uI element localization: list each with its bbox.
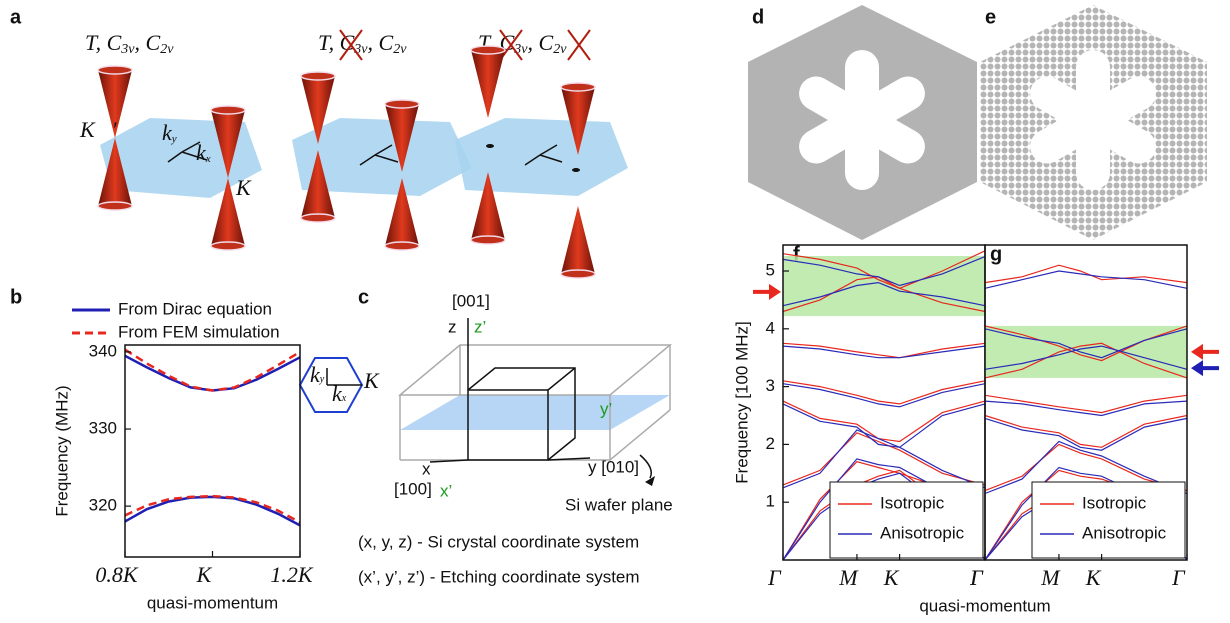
axis-label: z’ bbox=[474, 317, 486, 336]
y-tick-label: 340 bbox=[89, 341, 117, 360]
plot-frame bbox=[125, 345, 300, 557]
band-line bbox=[985, 265, 1187, 282]
axis-label: y’ bbox=[600, 399, 612, 418]
x-tick-label: K⃗ bbox=[1085, 565, 1118, 590]
y-tick-label: 5 bbox=[766, 260, 775, 279]
legend-label: Anisotropic bbox=[880, 523, 965, 542]
band-line bbox=[985, 416, 1187, 448]
x-tick-label: Γ⃗ bbox=[1171, 565, 1202, 590]
symmetry-label: T, C3v, C2v bbox=[318, 30, 407, 57]
gap-arrow bbox=[1191, 360, 1219, 376]
band-line bbox=[783, 381, 985, 404]
dispersion-line bbox=[125, 496, 300, 522]
band-line bbox=[783, 430, 985, 488]
x-tick-label: K⃗ bbox=[883, 565, 916, 590]
panel-label: e bbox=[985, 6, 996, 28]
unit-cell-porous bbox=[980, 5, 1207, 240]
panel-label: g bbox=[990, 243, 1002, 265]
dispersion-line bbox=[125, 497, 300, 526]
axis-label: x’ bbox=[440, 481, 452, 500]
axis-label: y [010] bbox=[588, 457, 639, 476]
panel-label: c bbox=[358, 286, 369, 308]
y-tick-label: 2 bbox=[766, 434, 775, 453]
panel-label: b bbox=[10, 286, 22, 308]
legend-label: Isotropic bbox=[880, 493, 945, 512]
dirac-cones-2 bbox=[292, 72, 472, 250]
gap-arrow bbox=[753, 284, 781, 300]
band-line bbox=[783, 401, 985, 441]
legend-label: From FEM simulation bbox=[118, 322, 280, 341]
axis-label: x bbox=[422, 459, 431, 478]
plane-label: Si wafer plane bbox=[565, 495, 673, 514]
y-tick-label: 1 bbox=[766, 492, 775, 511]
axis-label: z bbox=[448, 317, 457, 336]
x-tick-label: M⃗ bbox=[1040, 565, 1076, 590]
x-tick-label: 1.2K⃗ bbox=[270, 562, 329, 587]
band-line bbox=[985, 401, 1187, 415]
y-tick-label: 330 bbox=[89, 419, 117, 438]
caption-line: (x’, y’, z’) - Etching coordinate system bbox=[358, 567, 640, 586]
caption-line: (x, y, z) - Si crystal coordinate system bbox=[358, 532, 639, 551]
symmetry-label: T, C3v, C2v bbox=[85, 30, 174, 57]
unit-cell-solid bbox=[748, 5, 977, 240]
inset-ky: ky bbox=[310, 362, 325, 387]
gap-arrow bbox=[1191, 344, 1219, 360]
y-tick-label: 4 bbox=[766, 318, 775, 337]
y-tick-label: 3 bbox=[766, 376, 775, 395]
legend-label: Isotropic bbox=[1082, 493, 1147, 512]
y-axis-label: Frequency (MHz) bbox=[52, 385, 71, 516]
x-tick-label: Γ⃗ bbox=[969, 565, 1000, 590]
x-axis-label: quasi-momentum bbox=[147, 593, 278, 612]
x-tick-label: M⃗ bbox=[838, 565, 874, 590]
k-prime-label: K⃗′ bbox=[79, 117, 118, 142]
x-tick-label: 0.8K⃗ bbox=[95, 562, 154, 587]
panel-label: a bbox=[10, 6, 22, 28]
dirac-cones-3 bbox=[455, 46, 628, 278]
k-label: K⃗ bbox=[235, 175, 268, 200]
dispersion-line bbox=[125, 356, 300, 391]
axis-label: [100] bbox=[394, 479, 432, 498]
figure: a b c d e f g T, C3v, C2v T, C3v, C2v T,… bbox=[0, 0, 1230, 623]
band-gap bbox=[985, 326, 1187, 378]
y-axis-label: Frequency [100 MHz] bbox=[732, 321, 751, 484]
inset-k: K⃗ bbox=[363, 368, 396, 393]
legend-label: From Dirac equation bbox=[118, 299, 272, 318]
y-tick-label: 320 bbox=[89, 496, 117, 515]
legend-label: Anisotropic bbox=[1082, 523, 1167, 542]
x-tick-label: Γ⃗ bbox=[767, 565, 798, 590]
axis-label: [001] bbox=[452, 291, 490, 310]
dirac-cones-1 bbox=[98, 66, 262, 250]
x-tick-label: K⃗ bbox=[196, 562, 229, 587]
x-axis-label: quasi-momentum bbox=[919, 596, 1050, 615]
panel-label: d bbox=[752, 6, 764, 28]
